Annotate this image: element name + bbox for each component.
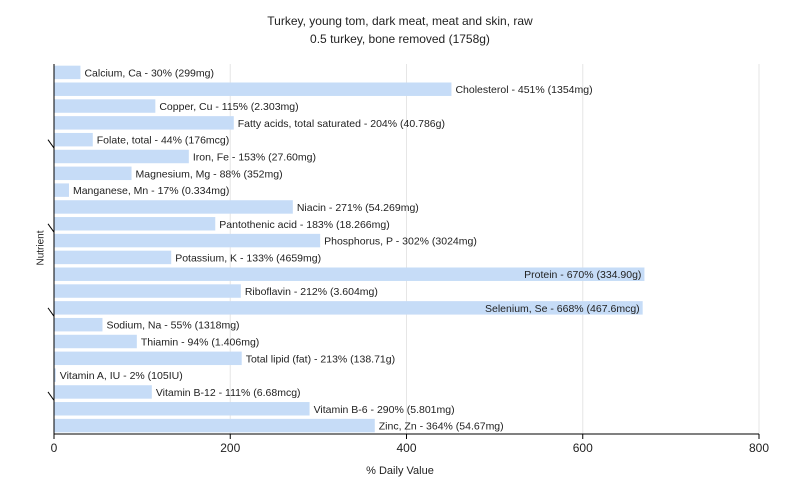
bar-label: Magnesium, Mg - 88% (352mg)	[136, 168, 283, 180]
x-axis-label: % Daily Value	[366, 465, 434, 477]
bar-label: Protein - 670% (334.90g)	[524, 269, 641, 281]
bar	[54, 317, 103, 332]
y-axis-label: Nutrient	[35, 230, 47, 266]
bar	[54, 116, 234, 130]
bar-label: Thiamin - 94% (1.406mg)	[141, 337, 259, 349]
x-tick-label: 0	[51, 441, 58, 455]
bar-label: Riboflavin - 212% (3.604mg)	[245, 286, 378, 298]
bar-label: Zinc, Zn - 364% (54.67mg)	[379, 421, 504, 433]
bar	[54, 200, 293, 214]
bar-label: Pantothenic acid - 183% (18.266mg)	[219, 219, 389, 231]
bar-label: Phosphorus, P - 302% (3024mg)	[324, 236, 477, 248]
bar-label: Folate, total - 44% (176mcg)	[97, 135, 229, 147]
bar-label: Total lipid (fat) - 213% (138.71g)	[246, 353, 395, 365]
bar	[54, 418, 375, 433]
y-tick	[47, 307, 55, 317]
bar	[54, 267, 645, 281]
bar	[54, 351, 242, 366]
bar	[54, 250, 172, 265]
bar-label: Copper, Cu - 115% (2.303mg)	[159, 101, 298, 113]
bar	[54, 385, 152, 399]
bar-label: Selenium, Se - 668% (467.6mcg)	[485, 303, 640, 315]
bar-label: Vitamin A, IU - 2% (105IU)	[60, 370, 183, 382]
bar	[54, 65, 81, 80]
bar-label: Niacin - 271% (54.269mg)	[297, 202, 419, 214]
bar-label: Iron, Fe - 153% (27.60mg)	[193, 152, 316, 164]
bars: Calcium, Ca - 30% (299mg) Cholesterol - 4…	[54, 65, 645, 433]
bar	[54, 132, 93, 147]
bar	[54, 166, 132, 181]
bar-label: Cholesterol - 451% (1354mg)	[455, 84, 592, 96]
y-tick	[47, 391, 55, 401]
bar	[54, 368, 56, 382]
x-tick-label: 400	[396, 441, 416, 455]
bar	[54, 149, 189, 164]
bar-label: Calcium, Ca - 30% (299mg)	[84, 67, 214, 79]
bar-label: Potassium, K - 133% (4659mg)	[175, 252, 321, 264]
bar	[54, 183, 69, 197]
bar-label: Vitamin B-12 - 111% (6.68mcg)	[156, 387, 301, 399]
bar	[54, 82, 452, 96]
bar-label: Manganese, Mn - 17% (0.334mg)	[73, 185, 229, 197]
x-ticks: 0 200 400 600 800	[51, 434, 769, 455]
bar-label: Vitamin B-6 - 290% (5.801mg)	[314, 404, 455, 416]
bar	[54, 402, 310, 416]
chart-title: Turkey, young tom, dark meat, meat and s…	[267, 14, 533, 28]
x-tick-label: 600	[573, 441, 593, 455]
bar	[54, 334, 137, 349]
y-tick	[47, 223, 55, 233]
x-tick-label: 200	[220, 441, 240, 455]
x-tick-label: 800	[749, 441, 769, 455]
y-tick	[47, 139, 55, 149]
bar	[54, 217, 216, 231]
chart-subtitle: 0.5 turkey, bone removed (1758g)	[310, 32, 490, 46]
bar	[54, 301, 643, 315]
bar	[54, 233, 321, 248]
bar	[54, 99, 156, 113]
bar-label: Fatty acids, total saturated - 204% (40.…	[238, 118, 445, 130]
bar	[54, 284, 241, 298]
bar-label: Sodium, Na - 55% (1318mg)	[106, 320, 239, 332]
